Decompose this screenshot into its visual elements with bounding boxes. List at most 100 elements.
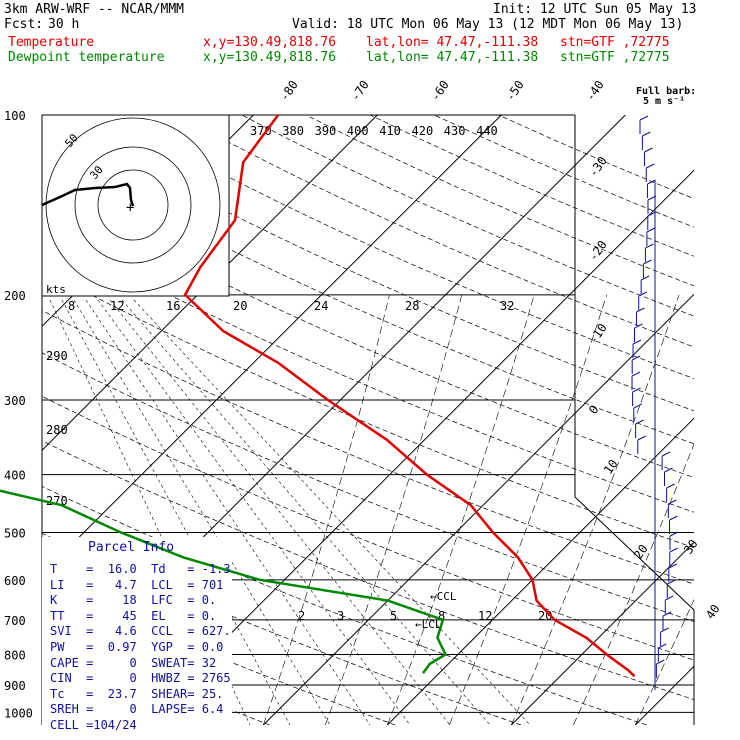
pressure-tick-label: 800 xyxy=(4,648,26,662)
parcel-info-row: LI = 4.7 LCL = 701 xyxy=(50,577,224,592)
barb-legend-line1: Full barb: xyxy=(636,86,697,97)
parcel-info-row: K = 18 LFC = 0. xyxy=(50,593,217,608)
wind-barb xyxy=(631,371,641,390)
wind-barb xyxy=(647,195,657,214)
parcel-info-row: CELL =104/24 xyxy=(50,718,195,732)
dry-adiabat-line xyxy=(498,115,694,200)
wind-barb xyxy=(639,115,649,134)
dry-adiabat-line xyxy=(42,309,694,585)
dewpoint-xy: x,y=130.49,818.76 xyxy=(203,50,337,65)
isotherm-line xyxy=(0,115,5,725)
wind-barb xyxy=(635,419,644,438)
isotherm-label: -20 xyxy=(586,238,610,264)
isotherm-line xyxy=(634,665,694,725)
wind-barb xyxy=(669,547,678,566)
moist-adiabat-line xyxy=(263,294,390,725)
parcel-info-row: Tc = 23.7 SHEAR= 25. xyxy=(50,686,224,701)
wind-barb xyxy=(631,355,641,374)
mixing-ratio-label-lower: 3 xyxy=(337,609,344,623)
wind-barb xyxy=(666,483,675,502)
wind-barb xyxy=(663,467,673,486)
temperature-station: stn=GTF ,72775 xyxy=(560,35,670,50)
wind-barb xyxy=(647,211,657,230)
theta-label-left: 290 xyxy=(46,349,68,363)
isotherm-label: 10 xyxy=(601,457,621,477)
mixing-ratio-line xyxy=(109,299,451,725)
dewpoint-profile-line xyxy=(0,489,448,674)
fcst-value: 30 h xyxy=(48,17,80,32)
wind-barb xyxy=(632,339,642,358)
mixing-ratio-label: 8 xyxy=(68,299,75,313)
mixing-ratio-line xyxy=(85,299,371,725)
mixing-ratio-line xyxy=(133,299,531,725)
wind-barb xyxy=(641,131,651,150)
isotherm-label: 30 xyxy=(681,537,701,557)
wind-barb xyxy=(644,147,653,166)
dry-adiabat-line xyxy=(241,115,694,317)
theta-label: 420 xyxy=(412,124,434,138)
wind-barb xyxy=(666,579,676,598)
wind-barb xyxy=(668,563,678,582)
isotherm-line xyxy=(42,115,378,452)
dry-adiabat-line xyxy=(42,352,694,622)
pressure-tick-label: 700 xyxy=(4,614,26,628)
wind-barb xyxy=(645,163,655,182)
dewpoint-latlon: lat,lon= 47.47,-111.38 xyxy=(366,50,539,65)
isotherm-line xyxy=(42,115,502,576)
moist-adiabat-line xyxy=(449,294,607,725)
pressure-tick-label: 600 xyxy=(4,574,26,588)
wind-barb xyxy=(646,227,656,246)
mixing-ratio-label-lower: 2 xyxy=(298,609,305,623)
wind-barb xyxy=(660,627,669,646)
mixing-ratio-label-lower: 5 xyxy=(390,609,397,623)
theta-label: 390 xyxy=(315,124,337,138)
wind-barb xyxy=(667,499,677,518)
parcel-info-title: Parcel Info xyxy=(88,540,175,555)
hodograph-units-label: kts xyxy=(46,283,66,296)
hodograph-trace xyxy=(41,182,135,207)
parcel-info-row: TT = 45 EL = 0. xyxy=(50,608,217,623)
moist-adiabat-line xyxy=(325,294,463,725)
theta-label-left: 280 xyxy=(46,423,68,437)
model-title: 3km ARW-WRF -- NCAR/MMM xyxy=(4,2,185,17)
theta-label: 410 xyxy=(379,124,401,138)
mixing-ratio-label: 12 xyxy=(110,299,124,313)
wind-barb xyxy=(632,387,641,406)
mixing-ratio-line xyxy=(73,299,331,725)
isotherm-label: -80 xyxy=(277,78,301,104)
isotherm-label: -70 xyxy=(348,78,372,104)
isotherm-label: -10 xyxy=(586,321,610,347)
parcel-info-row: PW = 0.97 YGP = 0.0 xyxy=(50,640,224,654)
hodograph-frame xyxy=(41,114,230,297)
theta-label: 440 xyxy=(476,124,498,138)
wind-barb xyxy=(635,307,645,326)
pressure-tick-label: 400 xyxy=(4,469,26,483)
right-frame-diagonal xyxy=(574,478,695,725)
ccl-marker: ←CCL xyxy=(430,590,457,603)
isotherm-label: 0 xyxy=(586,403,602,417)
temperature-legend: Temperature xyxy=(8,35,95,50)
pressure-tick-label: 1000 xyxy=(4,706,33,720)
isotherm-label: 40 xyxy=(703,602,723,622)
hodograph-ring xyxy=(45,117,221,293)
wind-barb xyxy=(664,595,674,614)
isotherm-line xyxy=(510,541,694,725)
wind-barb xyxy=(655,659,665,678)
wind-barb xyxy=(669,515,678,534)
lcl-marker: ←LCL xyxy=(415,618,442,631)
mixing-ratio-label: 28 xyxy=(405,299,419,313)
wind-barb xyxy=(642,259,652,278)
parcel-info-row: SREH = 0 LAPSE= 6.4 xyxy=(50,702,224,717)
isotherm-line xyxy=(386,417,694,725)
mixing-ratio-label: 20 xyxy=(233,299,247,313)
wind-barb xyxy=(633,323,643,342)
wind-barb xyxy=(657,643,667,662)
isotherm-label: -60 xyxy=(428,78,452,104)
dewpoint-legend: Dewpoint temperature xyxy=(8,50,165,65)
parcel-info-row: CAPE = 0 SWEAT= 32 xyxy=(50,655,217,670)
mixing-ratio-label: 16 xyxy=(166,299,180,313)
theta-label: 400 xyxy=(347,124,369,138)
mixing-ratio-label-lower: 12 xyxy=(478,609,492,623)
parcel-info-background xyxy=(42,537,232,725)
